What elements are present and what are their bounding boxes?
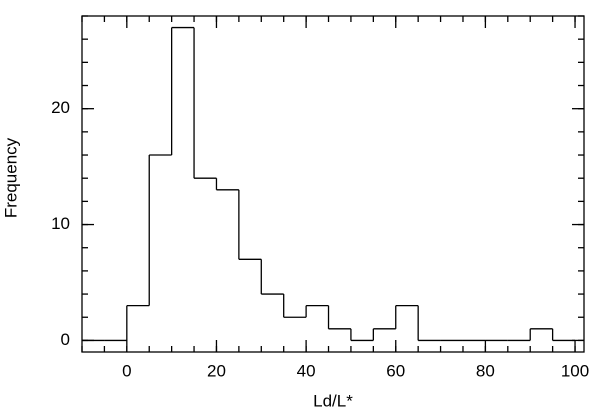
y-tick-label: 20 xyxy=(51,98,70,117)
x-tick-label: 40 xyxy=(297,361,316,380)
plot-frame xyxy=(81,15,585,353)
y-tick-label: 0 xyxy=(61,330,70,349)
x-axis-label: Ld/L* xyxy=(313,391,353,410)
x-tick-label: 100 xyxy=(561,361,589,380)
x-tick-label: 80 xyxy=(476,361,495,380)
x-tick-label: 0 xyxy=(122,361,131,380)
y-axis-label: Frequency xyxy=(1,137,20,218)
y-tick-label: 10 xyxy=(51,214,70,233)
x-tick-label: 60 xyxy=(386,361,405,380)
x-tick-label: 20 xyxy=(207,361,226,380)
